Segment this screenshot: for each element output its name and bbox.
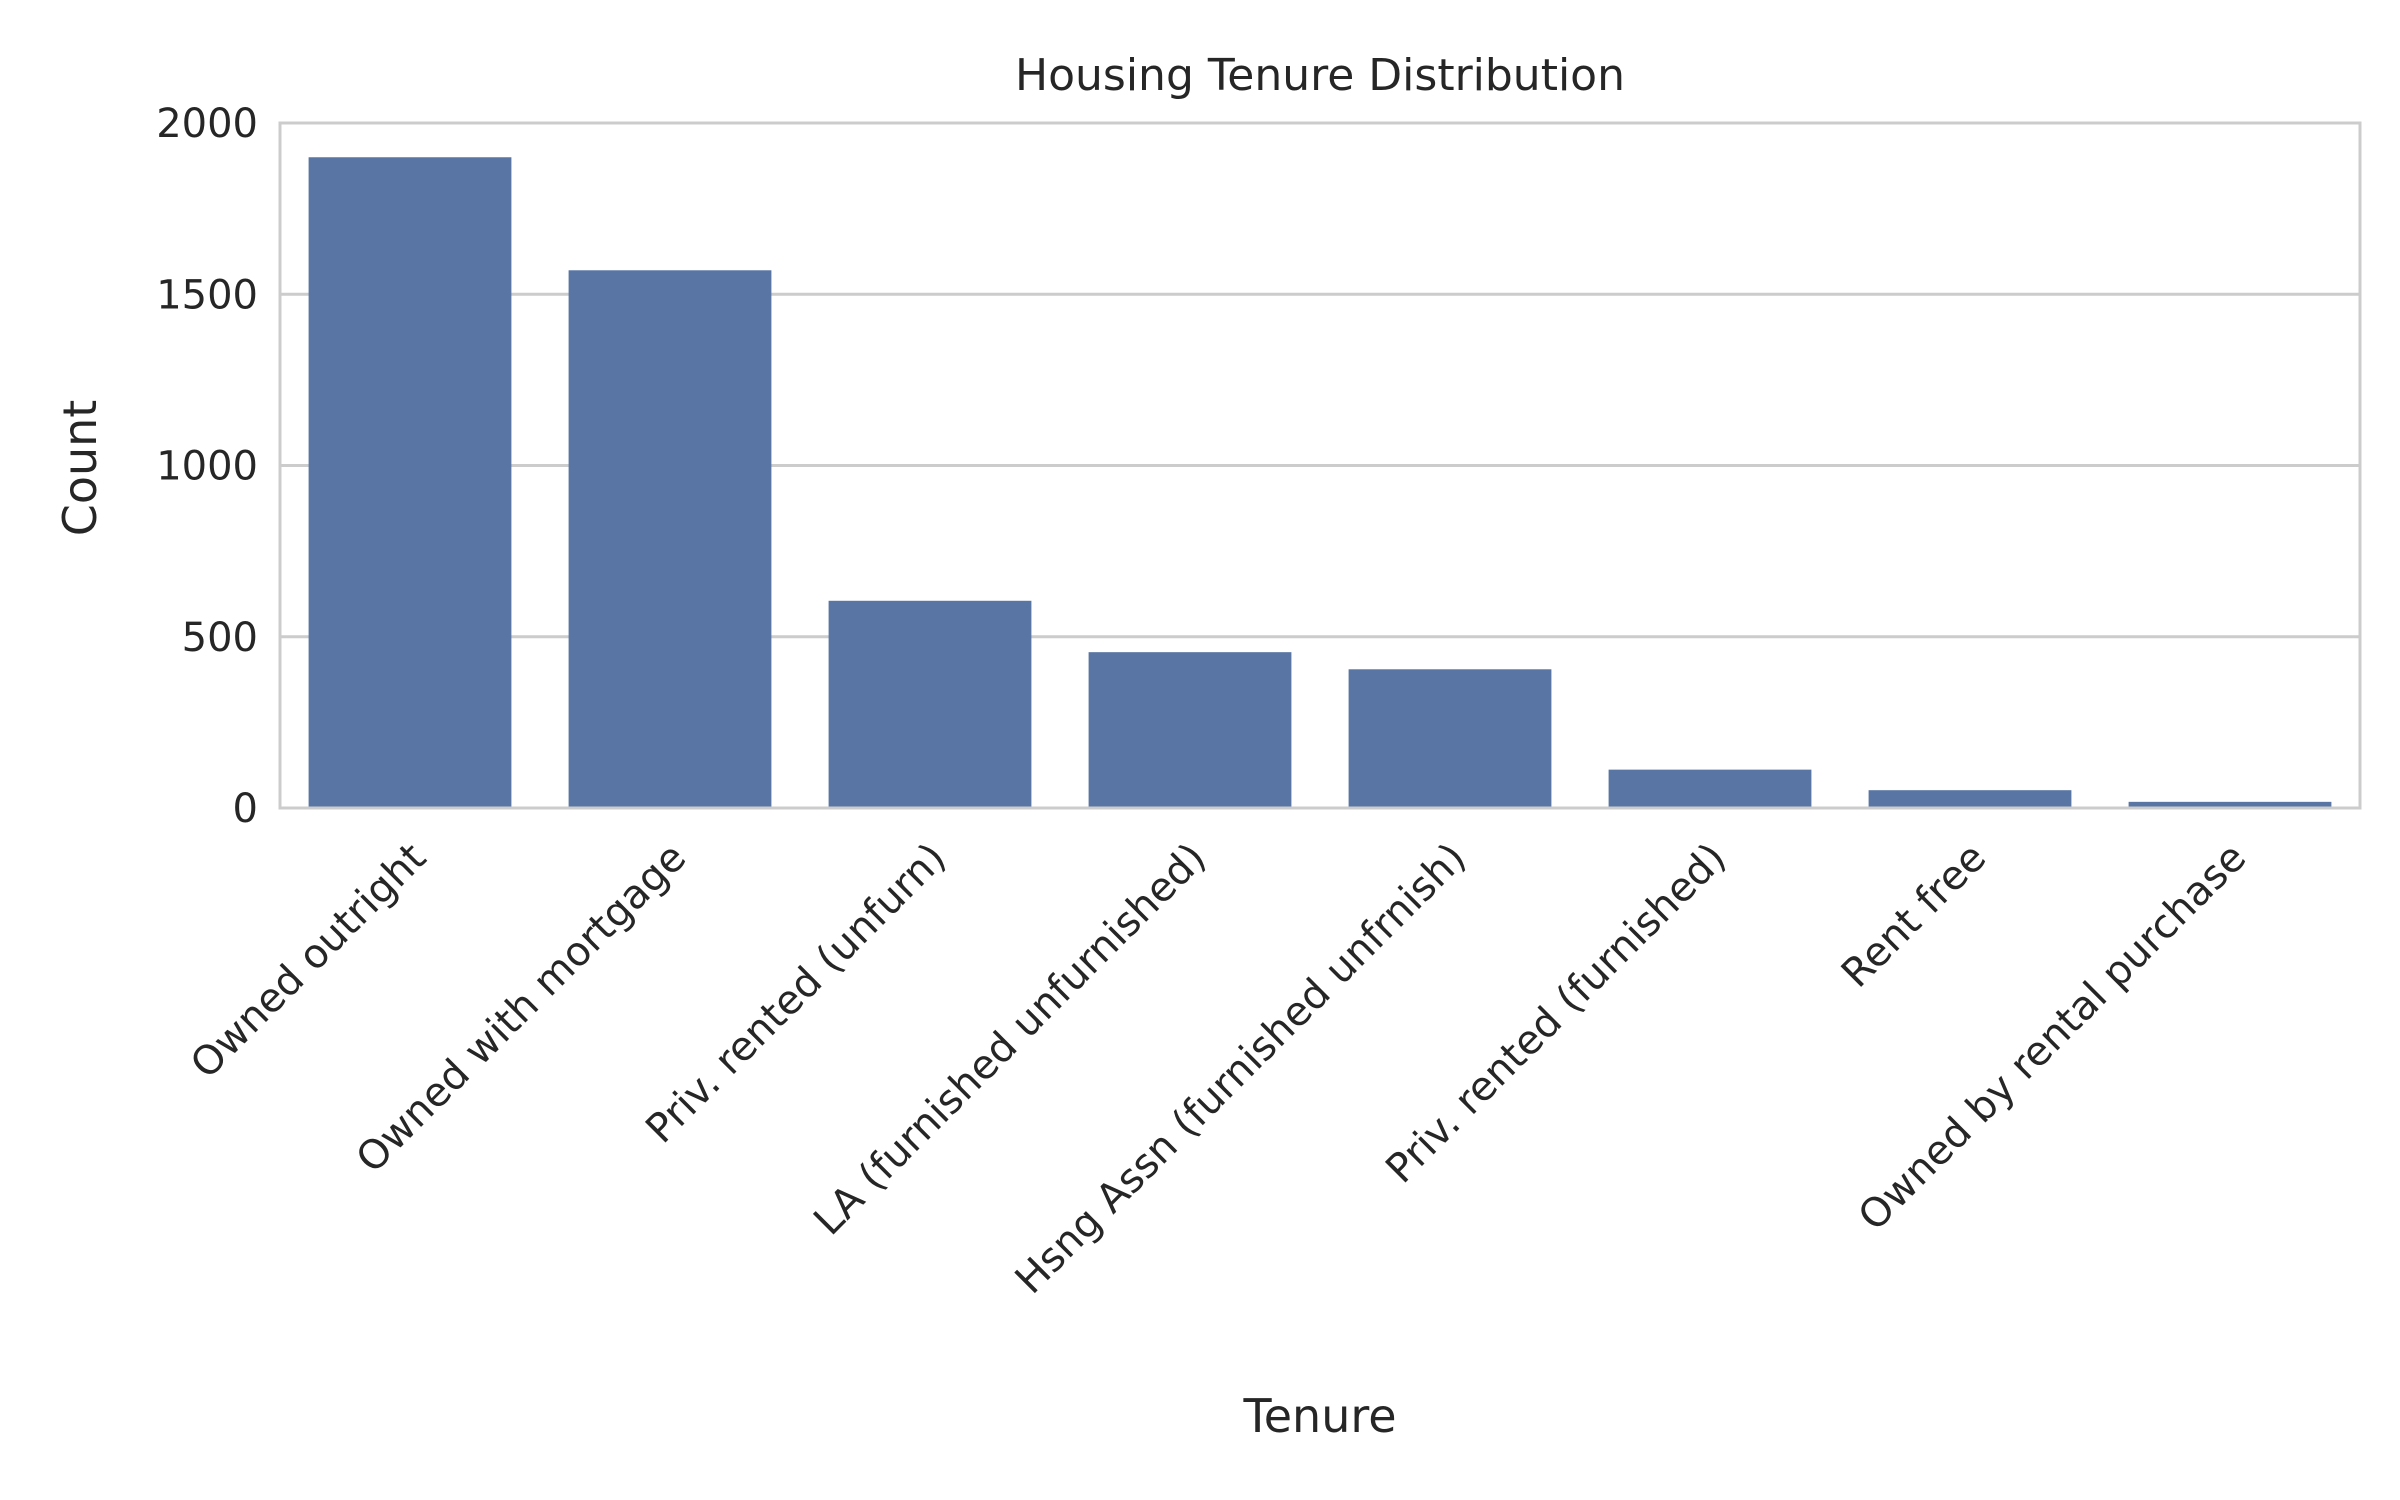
y-tick-label: 2000 (156, 101, 258, 147)
x-tick-label: Rent free (1833, 835, 1995, 997)
chart-title: Housing Tenure Distribution (1015, 50, 1625, 101)
x-tick-label: Priv. rented (unfurn) (637, 835, 955, 1153)
bar (828, 600, 1032, 808)
x-tick-label: Owned outright (182, 835, 435, 1088)
y-tick-label: 500 (182, 615, 258, 661)
bar (1608, 769, 1812, 808)
bar (308, 157, 512, 808)
bar (568, 270, 772, 808)
x-tick-label: Hsng Assn (furnished unfrnish) (1007, 835, 1475, 1303)
bar (1868, 790, 2072, 808)
bar (1348, 669, 1552, 808)
y-axis-label: Count (53, 400, 107, 537)
y-tick-labels: 0 500 1000 1500 2000 (156, 101, 258, 832)
bar (1088, 652, 1292, 808)
y-tick-label: 1000 (156, 444, 258, 490)
bar (2128, 801, 2332, 808)
y-tick-label: 1500 (156, 272, 258, 318)
plot-frame (278, 121, 2362, 810)
x-axis-label: Tenure (1242, 1389, 1396, 1443)
bars (308, 157, 2332, 808)
y-tick-label: 0 (233, 786, 258, 832)
